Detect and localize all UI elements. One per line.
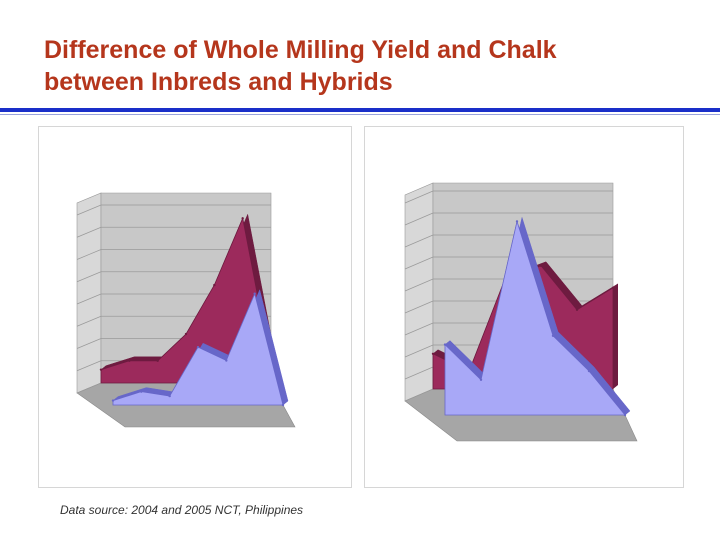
gridline-side (76, 360, 102, 372)
gridline-side (404, 278, 434, 292)
gridline-side (404, 190, 434, 204)
gridline-side (404, 256, 434, 270)
data-point (587, 369, 591, 373)
gridline-side (404, 212, 434, 226)
series-area-inbred (444, 219, 626, 416)
milling-yield-chart (76, 192, 296, 428)
data-point (611, 286, 615, 289)
gridline-side (404, 388, 434, 402)
data-point (196, 345, 200, 349)
data-point (539, 264, 543, 267)
gridline-side (404, 344, 434, 358)
data-point (431, 352, 435, 355)
gridline-side (76, 249, 102, 260)
side-wall (76, 192, 102, 394)
gridline-side (76, 315, 102, 327)
gridline-side (76, 293, 102, 305)
data-point (479, 378, 483, 381)
data-source-note: Data source: 2004 and 2005 NCT, Philippi… (60, 503, 304, 517)
gridline-side (404, 300, 434, 314)
title-divider (0, 108, 720, 112)
data-point (241, 217, 244, 220)
data-point (575, 308, 579, 311)
chalk-chart-panel (364, 126, 684, 488)
data-point (168, 394, 171, 398)
slide-title-line-2: between Inbreds and Hybrids (44, 68, 393, 96)
data-point (515, 220, 519, 223)
gridline-side (76, 226, 102, 238)
series-end-cap (613, 283, 618, 389)
milling-yield-chart-panel (38, 126, 352, 488)
data-point (140, 390, 143, 393)
gridline-side (404, 366, 434, 380)
gridline-side (404, 322, 434, 336)
side-wall (404, 182, 434, 402)
data-point (281, 403, 285, 407)
slide-title-line-1: Difference of Whole Milling Yield and Ch… (44, 36, 557, 64)
data-point (623, 413, 627, 417)
data-point (99, 368, 103, 371)
data-point (443, 343, 447, 346)
gridline-side (76, 204, 102, 216)
gridline-side (76, 271, 102, 283)
data-point (253, 292, 256, 295)
gridline-side (76, 338, 102, 349)
data-point (128, 359, 131, 362)
data-point (184, 332, 188, 336)
gridline-side (404, 234, 434, 248)
chalk-chart (404, 182, 638, 442)
title-divider-thin (0, 114, 720, 115)
slide-title: Difference of Whole Milling Yield and Ch… (44, 34, 684, 98)
data-point (156, 359, 159, 362)
data-point (111, 399, 115, 402)
data-point (213, 283, 216, 287)
data-point (551, 334, 555, 337)
gridline-side (76, 382, 102, 394)
data-point (225, 359, 228, 362)
